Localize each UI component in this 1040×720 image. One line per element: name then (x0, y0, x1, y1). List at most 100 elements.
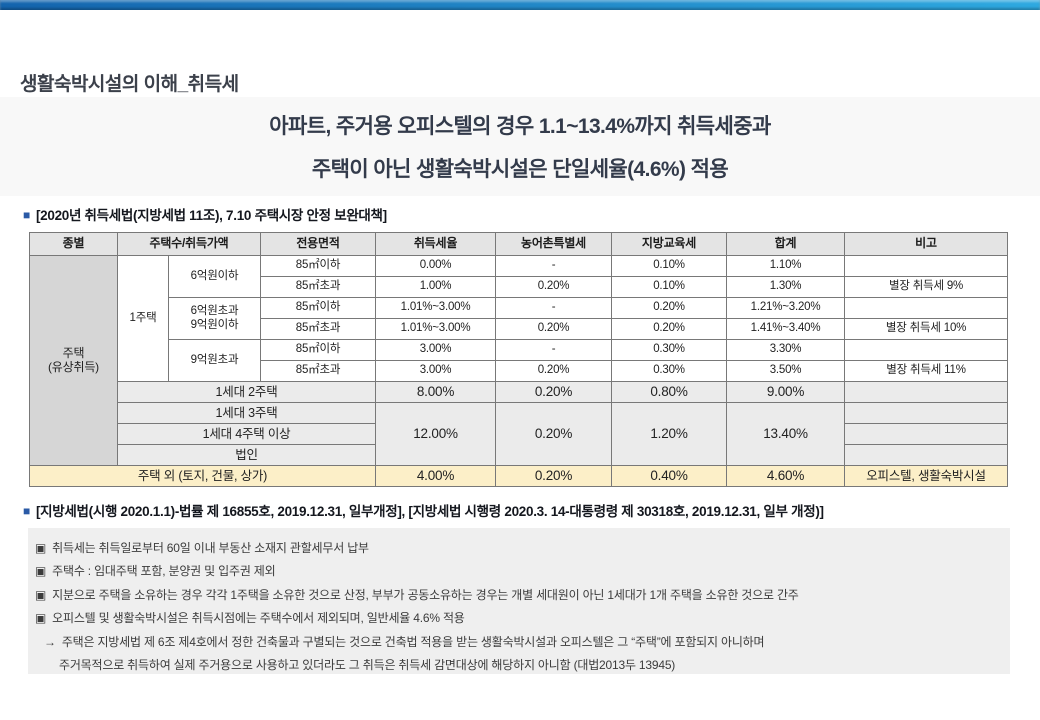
cell-rural-tax: - (495, 255, 613, 277)
section-heading-text: [2020년 취득세법(지방세법 11조), 7.10 주택시장 안정 보완대책… (35, 208, 387, 223)
cell-remark (844, 444, 1009, 466)
note-text: 주거목적으로 취득하여 실제 주거용으로 사용하고 있더라도 그 취득은 취득세… (59, 658, 676, 673)
cell-area: 85㎡이하 (260, 339, 377, 361)
table-header-row: 종별 주택수/취득가액 전용면적 취득세율 농어촌특별세 지방교육세 합계 비고 (29, 232, 1009, 256)
cell-rural-tax: - (495, 297, 613, 319)
cell-remark (844, 297, 1009, 319)
cell-remark (844, 381, 1009, 403)
cell-rate: 4.00% (375, 465, 497, 487)
cell-edu-tax: 0.30% (611, 360, 728, 382)
top-accent-bar (0, 0, 1040, 10)
notes-panel: ▣ 취득세는 취득일로부터 60일 이내 부동산 소재지 관할세무서 납부 ▣ 주택… (28, 528, 1010, 674)
cell-price-under-600m: 6억원이하 (167, 255, 262, 298)
note-text: 주택수 : 임대주택 포함, 분양권 및 입주권 제외 (52, 564, 276, 579)
cell-remark (844, 423, 1009, 445)
cell-rural-tax: 0.20% (495, 318, 613, 340)
table-row-non-housing: 주택 외 (토지, 건물, 상가) 4.00% 0.20% 0.40% 4.60… (28, 465, 1009, 487)
header-total: 합계 (726, 232, 846, 256)
header-category: 종별 (29, 232, 118, 256)
table-row: 1세대 4주택 이상 (30, 423, 1009, 445)
note-text: 취득세는 취득일로부터 60일 이내 부동산 소재지 관할세무서 납부 (52, 541, 369, 555)
cell-area: 85㎡초과 (260, 318, 377, 340)
section-heading-local-tax-law: ■ [지방세법(시행 2020.1.1)-법률 제 16855호, 2019.12… (23, 500, 824, 520)
cell-remark (844, 255, 1009, 277)
table-row: 85㎡초과 1.00% 0.20% 0.10% 1.30% 별장 취득세 9% (30, 276, 1009, 298)
cell-edu-tax: 0.20% (611, 297, 728, 319)
section-heading-tax-law-2020: ■ [2020년 취득세법(지방세법 11조), 7.10 주택시장 안정 보완대… (23, 204, 387, 224)
cell-total: 3.50% (726, 360, 846, 382)
cell-rate: 3.00% (375, 339, 497, 361)
cell-rural-tax: - (495, 339, 613, 361)
cell-two-houses-label: 1세대 2주택 (116, 381, 377, 403)
arrow-icon: → (44, 634, 56, 649)
cell-area: 85㎡초과 (260, 276, 377, 298)
note-item: 주거목적으로 취득하여 실제 주거용으로 사용하고 있더라도 그 취득은 취득세… (35, 654, 998, 677)
cell-area: 85㎡이하 (260, 255, 377, 277)
cell-four-houses-label: 1세대 4주택 이상 (116, 423, 377, 445)
note-text: 주택은 지방세법 제 6조 제4호에서 정한 건축물과 구별되는 것으로 건축법… (61, 634, 765, 649)
header-acquisition-rate: 취득세율 (375, 232, 497, 256)
cell-edu-tax: 1.20% (611, 402, 728, 466)
note-bullet-icon: ▣ (35, 611, 47, 626)
cell-edu-tax: 0.40% (611, 465, 728, 487)
cell-total: 4.60% (726, 465, 846, 487)
cell-area: 85㎡초과 (260, 360, 377, 382)
section-heading-text: [지방세법(시행 2020.1.1)-법률 제 16855호, 2019.12.… (35, 504, 824, 519)
cell-remark: 오피스텔, 생활숙박시설 (844, 465, 1009, 487)
note-item: ▣ 오피스텔 및 생활숙박시설은 취득시점에는 주택수에서 제외되며, 일반세율 … (35, 607, 998, 630)
cell-total: 3.30% (726, 339, 846, 361)
cell-edu-tax: 0.30% (611, 339, 728, 361)
cell-remark: 별장 취득세 11% (844, 360, 1009, 382)
cell-area: 85㎡이하 (260, 297, 377, 319)
cell-edu-tax: 0.80% (611, 381, 728, 403)
note-bullet-icon: ▣ (35, 541, 47, 555)
note-bullet-icon: ▣ (35, 587, 47, 602)
cell-total: 13.40% (726, 402, 846, 466)
cell-rate: 12.00% (375, 402, 497, 466)
header-exclusive-area: 전용면적 (260, 232, 377, 256)
cell-total: 1.21%~3.20% (726, 297, 846, 319)
hero-line-1: 아파트, 주거용 오피스텔의 경우 1.1~13.4%까지 취득세중과 (269, 115, 771, 138)
cell-total: 1.10% (726, 255, 846, 277)
table-row: 주택 (유상취득) 1주택 6억원이하 85㎡이하 0.00% - 0.10% … (29, 255, 1009, 466)
table-row: 1세대 3주택 12.00% 0.20% 1.20% 13.40% (30, 402, 1009, 466)
cell-rate: 1.01%~3.00% (375, 318, 497, 340)
table-row: 법인 (30, 444, 1009, 466)
cell-edu-tax: 0.10% (611, 255, 728, 277)
table-row: 1세대 2주택 8.00% 0.20% 0.80% 9.00% (30, 381, 1009, 403)
cell-total: 9.00% (726, 381, 846, 403)
cell-total: 1.41%~3.40% (726, 318, 846, 340)
cell-remark: 별장 취득세 9% (844, 276, 1009, 298)
cell-non-housing-label: 주택 외 (토지, 건물, 상가) (28, 465, 377, 487)
note-text: 지분으로 주택을 소유하는 경우 각각 1주택을 소유한 것으로 산정, 부부가… (52, 587, 799, 602)
cell-total: 1.30% (726, 276, 846, 298)
cell-rate: 1.00% (375, 276, 497, 298)
cell-remark: 별장 취득세 10% (844, 318, 1009, 340)
note-item: ▣ 주택수 : 임대주택 포함, 분양권 및 입주권 제외 (35, 560, 998, 583)
hero-line-2: 주택이 아닌 생활숙박시설은 단일세율(4.6%) 적용 (311, 158, 729, 181)
acquisition-tax-table: 종별 주택수/취득가액 전용면적 취득세율 농어촌특별세 지방교육세 합계 비고… (28, 232, 1009, 487)
cell-rural-tax: 0.20% (495, 360, 613, 382)
cell-rate: 8.00% (375, 381, 497, 403)
cell-price-600m-900m: 6억원초과 9억원이하 (167, 297, 262, 340)
cell-rate: 1.01%~3.00% (375, 297, 497, 319)
cell-rate: 0.00% (375, 255, 497, 277)
cell-rural-tax: 0.20% (495, 402, 613, 466)
note-item: ▣ 지분으로 주택을 소유하는 경우 각각 1주택을 소유한 것으로 산정, 부부… (35, 584, 998, 607)
note-item: ▣ 취득세는 취득일로부터 60일 이내 부동산 소재지 관할세무서 납부 (35, 537, 998, 560)
note-item: → 주택은 지방세법 제 6조 제4호에서 정한 건축물과 구별되는 것으로 건축… (35, 631, 998, 654)
table-row: 6억원초과 9억원이하 85㎡이하 1.01%~3.00% - 0.20% 1.… (30, 297, 1009, 340)
header-special-rural-tax: 농어촌특별세 (495, 232, 613, 256)
cell-remark (844, 402, 1009, 424)
hero-banner: 아파트, 주거용 오피스텔의 경우 1.1~13.4%까지 취득세중과 주택이 … (0, 97, 1040, 196)
header-remarks: 비고 (844, 232, 1009, 256)
header-house-count-price: 주택수/취득가액 (116, 232, 262, 256)
header-local-education-tax: 지방교육세 (611, 232, 728, 256)
cell-edu-tax: 0.20% (611, 318, 728, 340)
cell-rural-tax: 0.20% (495, 276, 613, 298)
cell-one-house: 1주택 (117, 255, 169, 382)
cell-corporation-label: 법인 (116, 444, 377, 466)
cell-rural-tax: 0.20% (495, 465, 613, 487)
cell-category-housing: 주택 (유상취득) (29, 255, 118, 466)
